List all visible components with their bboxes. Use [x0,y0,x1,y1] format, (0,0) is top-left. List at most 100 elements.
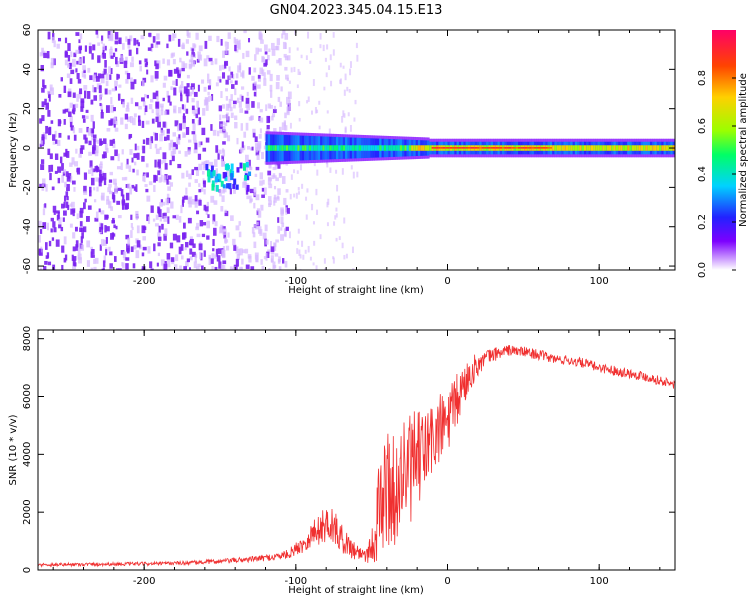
colorbar-tick-label: 0.2 [697,214,708,230]
noise-speckle [208,254,212,260]
noise-speckle [224,122,228,127]
noise-speckle [261,194,265,198]
noise-speckle [247,145,251,150]
noise-speckle [104,143,108,151]
signal-core [370,145,373,151]
noise-speckle [110,68,113,75]
sparse-noise-speckle [312,221,315,225]
noise-speckle [273,128,277,133]
noise-speckle [203,204,207,211]
noise-speckle [178,86,183,93]
noise-speckle [176,138,181,145]
noise-speckle [108,183,112,188]
noise-speckle [148,32,152,37]
noise-speckle [148,140,152,145]
signal-core [358,145,362,151]
noise-speckle [159,167,162,175]
noise-speckle [208,35,212,41]
noise-speckle [230,112,234,119]
noise-speckle [182,115,186,124]
signal-core [354,145,357,151]
noise-speckle [100,223,104,230]
noise-speckle [191,87,194,95]
noise-speckle [141,266,146,270]
y-tick-label: -40 [22,219,33,235]
noise-speckle [273,242,277,248]
noise-speckle [274,46,279,51]
noise-speckle [283,197,287,205]
noise-speckle [80,98,85,103]
noise-speckle [214,266,218,270]
noise-speckle [155,102,159,108]
noise-speckle [222,114,226,119]
noise-speckle [173,33,177,39]
noise-speckle [79,210,83,218]
noise-speckle [144,58,148,63]
noise-speckle [180,244,184,251]
noise-speckle [254,226,259,230]
colorbar-ticks: 0.00.20.40.60.8 [697,70,736,278]
noise-speckle [84,198,87,203]
noise-speckle [208,257,211,265]
noise-speckle [142,145,146,154]
noise-speckle [226,112,229,121]
noise-speckle [254,143,258,151]
noise-speckle [203,189,206,195]
noise-speckle [186,30,189,37]
sparse-noise-speckle [349,68,352,76]
noise-speckle [183,195,188,200]
noise-speckle [159,103,164,108]
streak-cell [214,176,218,183]
noise-speckle [136,39,139,45]
sparse-noise-speckle [300,54,303,59]
sparse-noise-speckle [342,65,345,69]
sparse-noise-speckle [299,254,302,259]
sparse-noise-speckle [298,249,301,256]
sparse-noise-speckle [320,269,323,270]
noise-speckle [88,151,92,156]
noise-speckle [66,196,69,201]
noise-speckle [102,138,107,144]
signal-core [399,145,403,151]
sparse-noise-speckle [304,249,307,254]
noise-speckle [282,258,285,264]
noise-speckle [96,139,100,144]
noise-speckle [276,196,280,201]
noise-speckle [220,91,223,98]
noise-speckle [48,164,51,173]
noise-speckle [91,53,94,60]
noise-speckle [79,148,83,154]
noise-speckle [272,109,277,114]
noise-speckle [121,203,124,210]
snr-frame [37,329,676,571]
noise-speckle [153,243,156,252]
noise-speckle [100,73,105,79]
noise-speckle [130,97,134,104]
noise-speckle [40,64,44,72]
noise-speckle [187,32,191,38]
noise-speckle [63,236,67,245]
noise-speckle [204,206,209,212]
noise-speckle [259,67,264,74]
noise-speckle [263,78,267,86]
noise-speckle [81,71,86,78]
noise-speckle [49,172,52,181]
noise-speckle [193,112,197,116]
noise-speckle [69,121,73,128]
signal-peak [486,147,489,149]
noise-speckle [217,76,222,82]
signal-core [361,145,364,151]
noise-speckle [187,151,191,155]
signal-core [627,145,630,151]
noise-speckle [64,59,68,66]
signal-peak [438,147,441,149]
noise-speckle [180,94,183,102]
signal-peak [522,147,526,149]
noise-speckle [170,53,174,59]
noise-speckle [227,232,230,238]
noise-speckle [128,135,131,140]
noise-speckle [50,87,55,95]
noise-speckle [254,54,257,61]
noise-speckle [110,55,114,59]
noise-speckle [182,42,185,50]
